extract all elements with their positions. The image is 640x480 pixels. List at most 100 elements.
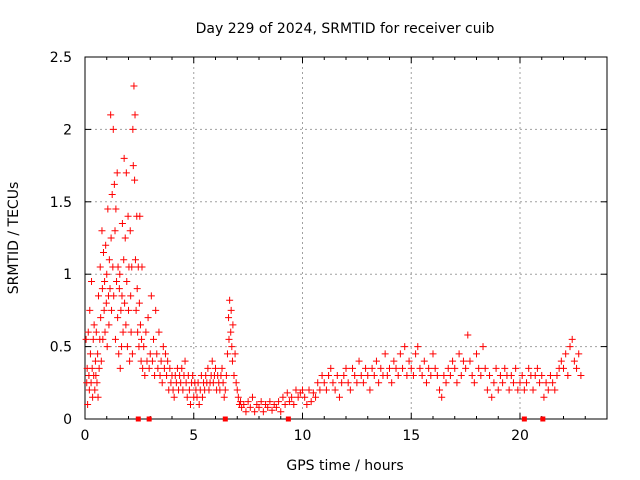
data-point [248,393,256,401]
data-point [225,335,233,343]
data-point [118,292,126,300]
marker-point [135,416,141,422]
data-point [141,372,149,380]
data-point [226,296,234,304]
data-point [189,372,197,380]
data-point [159,343,167,351]
data-point [305,386,313,394]
data-point [94,292,102,300]
data-point [407,364,415,372]
data-point [92,372,100,380]
data-point [427,372,435,380]
data-point [414,343,422,351]
data-point [512,364,520,372]
data-point [372,357,380,365]
data-point [137,357,145,365]
y-tick-label: 1 [63,267,72,283]
data-point [351,372,359,380]
data-point [131,176,139,184]
data-point [122,321,130,329]
data-point [109,125,117,133]
data-point [118,220,126,228]
data-point [331,386,339,394]
data-point [105,256,113,264]
data-point [370,372,378,380]
data-point [227,328,235,336]
data-point [566,343,574,351]
data-point [509,379,517,387]
data-point [553,372,561,380]
data-point [205,386,213,394]
data-point [144,314,152,322]
data-point [183,393,191,401]
data-point [531,372,539,380]
data-point [158,379,166,387]
data-point [340,372,348,380]
marker-point [521,416,527,422]
data-point [148,357,156,365]
data-point [94,393,102,401]
data-point [390,357,398,365]
data-point [251,408,259,416]
data-point [562,350,570,358]
data-point [164,357,172,365]
data-point [240,401,248,409]
data-point [544,386,552,394]
data-point [131,256,139,264]
data-point [492,364,500,372]
data-point [99,335,107,343]
data-point [150,335,158,343]
data-point [577,372,585,380]
data-point [88,364,96,372]
data-point [409,372,417,380]
data-point [221,386,229,394]
data-point [520,386,528,394]
data-point [232,379,240,387]
data-point [204,364,212,372]
data-point [154,364,162,372]
data-point [118,343,126,351]
data-point [333,372,341,380]
data-point [86,350,94,358]
data-point [470,379,478,387]
data-point [272,403,280,411]
data-point [483,386,491,394]
data-point [255,403,263,411]
data-point [277,408,285,416]
data-point [105,321,113,329]
data-point [102,299,110,307]
x-axis-label: GPS time / hours [286,458,403,474]
data-point [403,372,411,380]
data-point [111,227,119,235]
data-point [479,343,487,351]
data-point [225,314,233,322]
data-point [108,191,116,199]
data-point [455,350,463,358]
data-point [113,277,121,285]
data-point [135,299,143,307]
data-point [101,328,109,336]
data-point [557,357,565,365]
data-point [494,386,502,394]
data-point [103,343,111,351]
data-point [231,350,239,358]
data-point [309,389,317,397]
data-point [540,393,548,401]
data-point [416,364,424,372]
data-point [91,386,99,394]
data-point [115,285,123,293]
data-point [560,364,567,372]
data-point [268,406,276,414]
data-point [353,379,361,387]
data-point [99,248,107,256]
data-point [157,357,165,365]
data-point [301,393,309,401]
data-point [501,364,509,372]
data-point [288,393,296,401]
data-point [318,372,326,380]
data-point [114,263,122,271]
data-point [147,292,155,300]
data-point [123,343,131,351]
data-point [84,401,92,409]
